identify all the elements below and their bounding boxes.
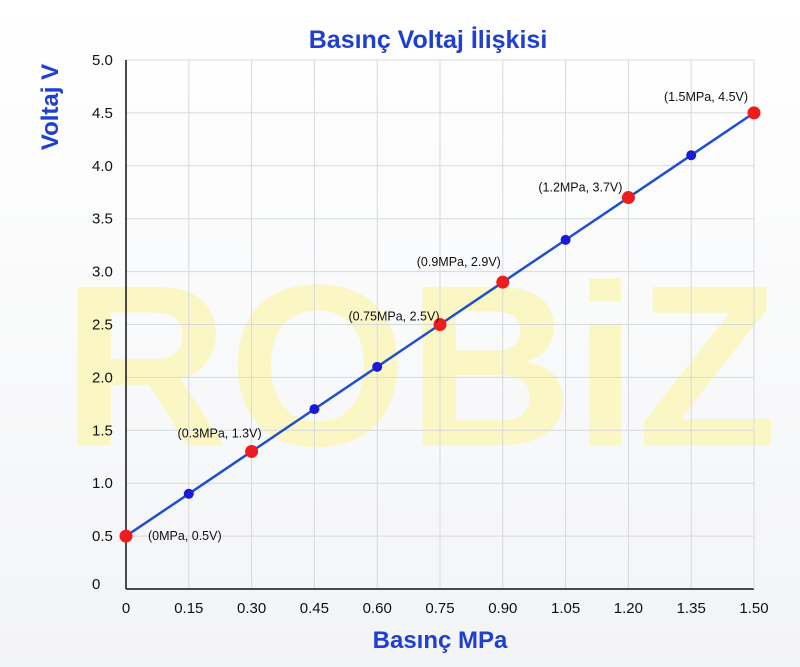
data-point [560,234,571,245]
x-tick-labels: 0 0.15 0.30 0.45 0.60 0.75 0.90 1.05 1.20 1.35 1.5… [122,600,769,617]
highlighted-data-point [621,191,635,205]
x-tick-label: 1.50 [739,600,768,617]
highlighted-data-point [245,444,259,458]
y-axis-label: Voltaj V [37,64,64,150]
watermark-text: ROBiZ [62,237,778,494]
data-label: (1.2MPa, 3.7V) [538,181,622,195]
data-label: (0.9MPa, 2.9V) [417,255,501,269]
x-tick-label: 0.15 [174,600,203,617]
y-tick-label: 3.0 [92,264,113,281]
y-tick-label: 4.5 [92,105,113,122]
data-point [183,488,194,499]
data-label: (0.3MPa, 1.3V) [178,426,262,440]
x-tick-label: 0.45 [300,600,329,617]
data-labels: (0MPa, 0.5V) (0.3MPa, 1.3V) (0.75MPa, 2.5V… [148,90,748,543]
y-tick-label: 1.5 [92,422,113,439]
highlighted-data-point [747,106,761,120]
data-label: (1.5MPa, 4.5V) [664,90,748,104]
y-tick-label: 4.0 [92,158,113,175]
y-tick-label: 2.5 [92,317,113,334]
axes [125,60,755,590]
y-tick-label: 0.5 [92,528,113,545]
data-label: (0.75MPa, 2.5V) [348,310,439,324]
x-tick-label: 0.75 [425,600,454,617]
highlighted-data-point [119,529,133,543]
y-tick-label: 2.0 [92,369,113,386]
data-point [309,404,320,415]
x-tick-label: 1.35 [677,600,706,617]
x-axis-label: Basınç MPa [373,627,508,654]
highlighted-data-point [433,318,447,331]
y-tick-label: 3.5 [92,211,113,228]
x-tick-label: 0.30 [237,600,266,617]
x-tick-label: 0.90 [488,600,517,617]
y-tick-label: 0 [92,576,100,593]
data-label: (0MPa, 0.5V) [148,529,222,543]
data-points [119,106,761,543]
y-tick-label: 1.0 [92,475,113,492]
x-tick-label: 1.05 [551,600,580,617]
x-tick-label: 1.20 [614,600,643,617]
y-tick-labels: 0 0.5 1.0 1.5 2.0 2.5 3.0 3.5 4.0 4.5 5.0 [92,52,113,593]
x-tick-label: 0 [122,600,130,617]
x-tick-label: 0.60 [363,600,392,617]
y-tick-label: 5.0 [92,52,113,69]
highlighted-data-point [496,275,510,289]
data-point [372,361,383,372]
chart-title: Basınç Voltaj İlişkisi [309,26,548,54]
data-point [686,150,697,161]
